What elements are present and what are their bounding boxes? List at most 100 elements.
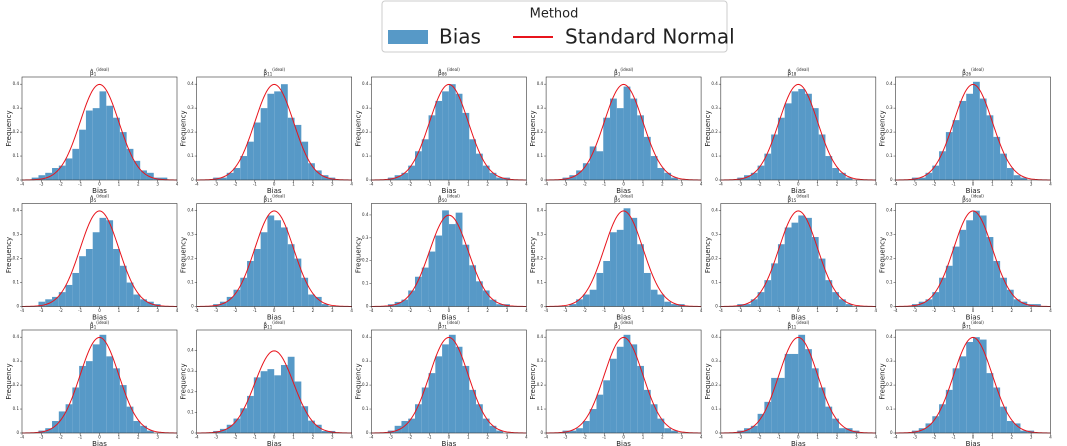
histogram-bar (650, 404, 658, 433)
x-tick-label: 2 (137, 435, 140, 440)
y-tick-label: 0 (890, 177, 893, 182)
histogram-bar (777, 377, 785, 433)
subplot-title: β̂71(ideal) (962, 320, 984, 330)
histogram-bar (603, 117, 611, 180)
histogram-bar (133, 294, 141, 307)
y-tick-label: 0.4 (711, 208, 718, 213)
x-axis-label: Bias (616, 187, 631, 195)
title-superscript: (ideal) (272, 194, 285, 199)
y-tick-label: 0.1 (362, 153, 369, 158)
histogram-bar (72, 387, 80, 433)
x-tick-label: 4 (875, 182, 878, 187)
x-tick-label: 3 (331, 308, 334, 313)
y-tick-label: 0.2 (187, 389, 194, 394)
normal-curve (21, 336, 178, 434)
normal-curve (196, 210, 352, 307)
x-tick-label: 4 (700, 308, 703, 313)
y-tick-label: 0.1 (13, 280, 20, 285)
x-tick-label: 3 (331, 435, 334, 440)
y-tick-label: 0.3 (13, 358, 20, 363)
x-tick-label: 3 (680, 435, 683, 440)
histogram-bar (489, 299, 497, 307)
x-tick-label: -3 (738, 308, 742, 313)
y-tick-label: 0.3 (711, 232, 718, 237)
x-tick-label: -2 (583, 182, 587, 187)
histogram-bar (72, 148, 80, 180)
histogram-bar (119, 132, 127, 180)
legend-title: Method (530, 7, 579, 22)
histogram-bar (476, 281, 483, 307)
x-tick-label: 4 (350, 435, 353, 440)
x-axis-label: Bias (267, 187, 282, 195)
histogram-bar (993, 387, 1001, 433)
x-tick-label: 4 (176, 435, 179, 440)
histogram-bar (38, 175, 46, 180)
x-tick-label: -3 (389, 182, 393, 187)
x-tick-label: -2 (233, 308, 237, 313)
histogram-bar (496, 177, 504, 180)
histogram-bar (496, 430, 504, 433)
y-tick-label: 0.3 (187, 368, 194, 373)
y-tick-label: 0.2 (886, 129, 893, 134)
histogram-bar (1000, 406, 1007, 433)
histogram-bar (321, 304, 329, 307)
histogram-bar (845, 304, 853, 307)
title-symbol: β̂ (614, 196, 618, 203)
histogram-bar (616, 229, 624, 307)
x-tick-label: 2 (836, 435, 839, 440)
x-tick-label: -4 (544, 435, 548, 440)
title-symbol: β̂ (787, 322, 791, 329)
title-superscript: (ideal) (447, 320, 460, 325)
histogram-bar (421, 267, 429, 307)
x-tick-label: -3 (389, 308, 393, 313)
histogram-bar (1020, 430, 1028, 433)
histogram-bar (757, 165, 765, 180)
x-tick-label: -2 (233, 182, 237, 187)
histogram-bar (993, 260, 1001, 307)
x-tick-label: 2 (486, 435, 489, 440)
x-tick-label: 2 (312, 308, 315, 313)
histogram-bar (838, 299, 846, 307)
histogram-bar (233, 418, 241, 433)
histogram-bar (85, 249, 93, 307)
histogram-bar (650, 289, 658, 307)
title-superscript: (ideal) (971, 67, 984, 72)
histogram-bar (805, 349, 812, 433)
histogram-bar (496, 304, 504, 307)
histogram-bar (240, 408, 248, 433)
histogram-bar (133, 160, 141, 180)
title-subscript: 86 (442, 72, 448, 77)
title-symbol: β̂ (263, 196, 267, 203)
histogram-bar (476, 404, 483, 433)
x-tick-label: 3 (506, 435, 509, 440)
histogram-bar (650, 156, 658, 180)
histogram-bar (744, 175, 751, 180)
histogram-bar (744, 428, 751, 433)
x-tick-label: 4 (1049, 308, 1052, 313)
histogram-bar (784, 353, 792, 433)
title-symbol: β̂ (962, 196, 966, 203)
histogram-bar (489, 172, 497, 180)
title-superscript: (ideal) (447, 67, 460, 72)
y-tick-label: 0.4 (886, 334, 893, 339)
title-subscript: 26 (966, 72, 972, 77)
y-tick-label: 0.2 (13, 382, 20, 387)
histogram-bar (932, 292, 940, 307)
histogram-bar (140, 425, 147, 433)
histogram-bar (414, 151, 422, 180)
y-tick-label: 0.4 (362, 334, 369, 339)
histogram-bar (126, 406, 134, 433)
histogram-bar (247, 395, 254, 433)
x-tick-label: 1 (642, 308, 645, 313)
y-tick-label: 0.2 (187, 129, 194, 134)
title-symbol: β̂ (438, 196, 442, 203)
histogram-bar (818, 387, 826, 433)
x-tick-label: -1 (952, 435, 956, 440)
y-axis-label: Frequency (529, 237, 537, 273)
histogram-bar (287, 356, 295, 433)
histogram-bar (321, 175, 329, 180)
histogram-bar (106, 356, 114, 433)
x-tick-label: -3 (563, 182, 567, 187)
histogram-bar (428, 373, 436, 433)
histogram-bar (408, 290, 415, 307)
